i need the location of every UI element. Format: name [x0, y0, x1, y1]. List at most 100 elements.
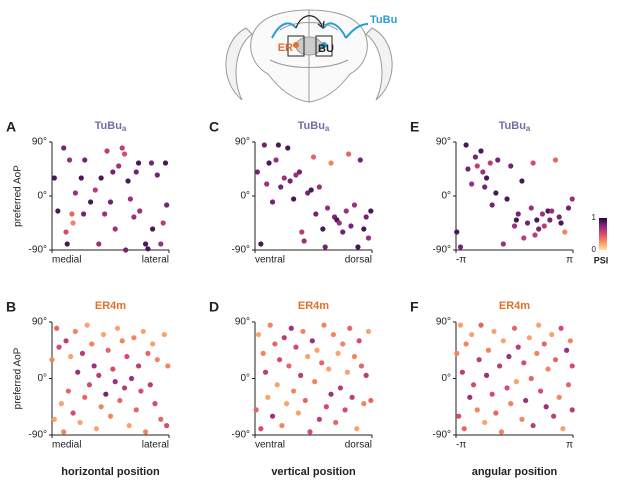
- data-point: [500, 241, 506, 247]
- data-point: [515, 344, 521, 350]
- title-subscript: a: [325, 124, 330, 133]
- data-point: [49, 357, 55, 363]
- data-point: [457, 244, 464, 250]
- data-point: [469, 331, 475, 338]
- x-tick-label: π: [566, 255, 573, 266]
- data-point: [117, 397, 123, 404]
- data-point: [162, 160, 169, 166]
- data-point: [521, 235, 527, 241]
- data-point: [135, 363, 142, 369]
- data-point: [347, 325, 353, 331]
- data-point: [165, 363, 171, 369]
- data-point: [358, 363, 365, 369]
- er-label: ER: [278, 42, 293, 54]
- data-point: [296, 169, 303, 175]
- x-tick-label: ventral: [255, 440, 285, 451]
- data-point: [295, 410, 301, 416]
- data-point: [61, 145, 67, 151]
- data-point: [556, 394, 562, 400]
- tubu-path: [271, 22, 369, 39]
- data-point: [135, 160, 142, 166]
- data-point: [64, 241, 70, 247]
- data-point: [526, 335, 532, 341]
- optic-lobe-left: [225, 27, 253, 101]
- data-point: [158, 416, 164, 422]
- title-main: ER4m: [499, 300, 530, 312]
- data-point: [463, 142, 469, 148]
- data-point: [483, 175, 490, 181]
- data-point: [124, 353, 130, 360]
- data-point: [58, 401, 64, 407]
- x-tick-label: lateral: [142, 440, 169, 451]
- data-point: [363, 214, 369, 220]
- x-tick-label: -π: [456, 440, 466, 451]
- data-point: [276, 357, 283, 363]
- data-point: [298, 372, 304, 378]
- data-point: [261, 142, 267, 148]
- colorbar: [599, 218, 607, 250]
- data-point: [283, 401, 290, 407]
- data-point: [461, 426, 467, 432]
- data-point: [147, 382, 153, 388]
- title-main: ER4m: [298, 300, 329, 312]
- data-point: [119, 145, 125, 151]
- y-tick-label: -90°: [433, 430, 451, 441]
- data-point: [480, 169, 486, 175]
- data-point: [305, 353, 311, 360]
- data-point: [456, 413, 462, 419]
- y-tick-label: 90°: [32, 137, 47, 148]
- y-tick-label: -90°: [232, 430, 250, 441]
- data-point: [361, 226, 367, 232]
- data-point: [319, 360, 325, 366]
- data-point: [278, 184, 284, 190]
- y-tick-label: -90°: [29, 245, 47, 256]
- x-tick-label: medial: [52, 255, 81, 266]
- data-point: [508, 163, 514, 169]
- data-point: [131, 335, 137, 341]
- data-point: [558, 325, 564, 331]
- data-point: [552, 357, 559, 363]
- brain-lines: [269, 10, 349, 102]
- data-point: [530, 160, 536, 166]
- data-point: [498, 429, 505, 435]
- data-point: [487, 160, 493, 166]
- x-tick-label: -π: [456, 255, 466, 266]
- x-axis-label: horizontal position: [61, 466, 160, 478]
- title-main: ER4m: [95, 300, 126, 312]
- data-point: [63, 229, 69, 235]
- data-point: [119, 338, 125, 344]
- data-point: [78, 175, 84, 181]
- data-point: [105, 347, 111, 353]
- title-subscript: a: [122, 124, 127, 133]
- data-point: [354, 426, 360, 432]
- data-point: [515, 211, 521, 217]
- data-point: [536, 322, 542, 328]
- data-point: [110, 169, 116, 175]
- x-tick-label: lateral: [142, 255, 169, 266]
- data-point: [258, 426, 264, 432]
- data-point: [330, 331, 336, 338]
- data-point: [491, 328, 497, 335]
- data-point: [150, 226, 156, 232]
- data-point: [121, 151, 128, 157]
- data-point: [556, 214, 562, 220]
- data-point: [63, 338, 69, 344]
- data-point: [92, 187, 98, 193]
- x-tick-label: dorsal: [345, 440, 372, 451]
- data-point: [272, 341, 278, 347]
- data-point: [328, 391, 334, 397]
- data-point: [552, 157, 559, 163]
- title-main: TuBu: [298, 120, 325, 132]
- data-point: [265, 394, 271, 400]
- data-point: [536, 226, 542, 232]
- data-point: [469, 181, 475, 187]
- data-point: [138, 388, 144, 394]
- panel-title: TuBua: [499, 120, 531, 133]
- data-point: [274, 382, 280, 388]
- data-point: [485, 347, 492, 353]
- data-point: [91, 363, 97, 369]
- data-point: [463, 341, 469, 347]
- data-point: [349, 394, 355, 400]
- data-point: [457, 322, 464, 328]
